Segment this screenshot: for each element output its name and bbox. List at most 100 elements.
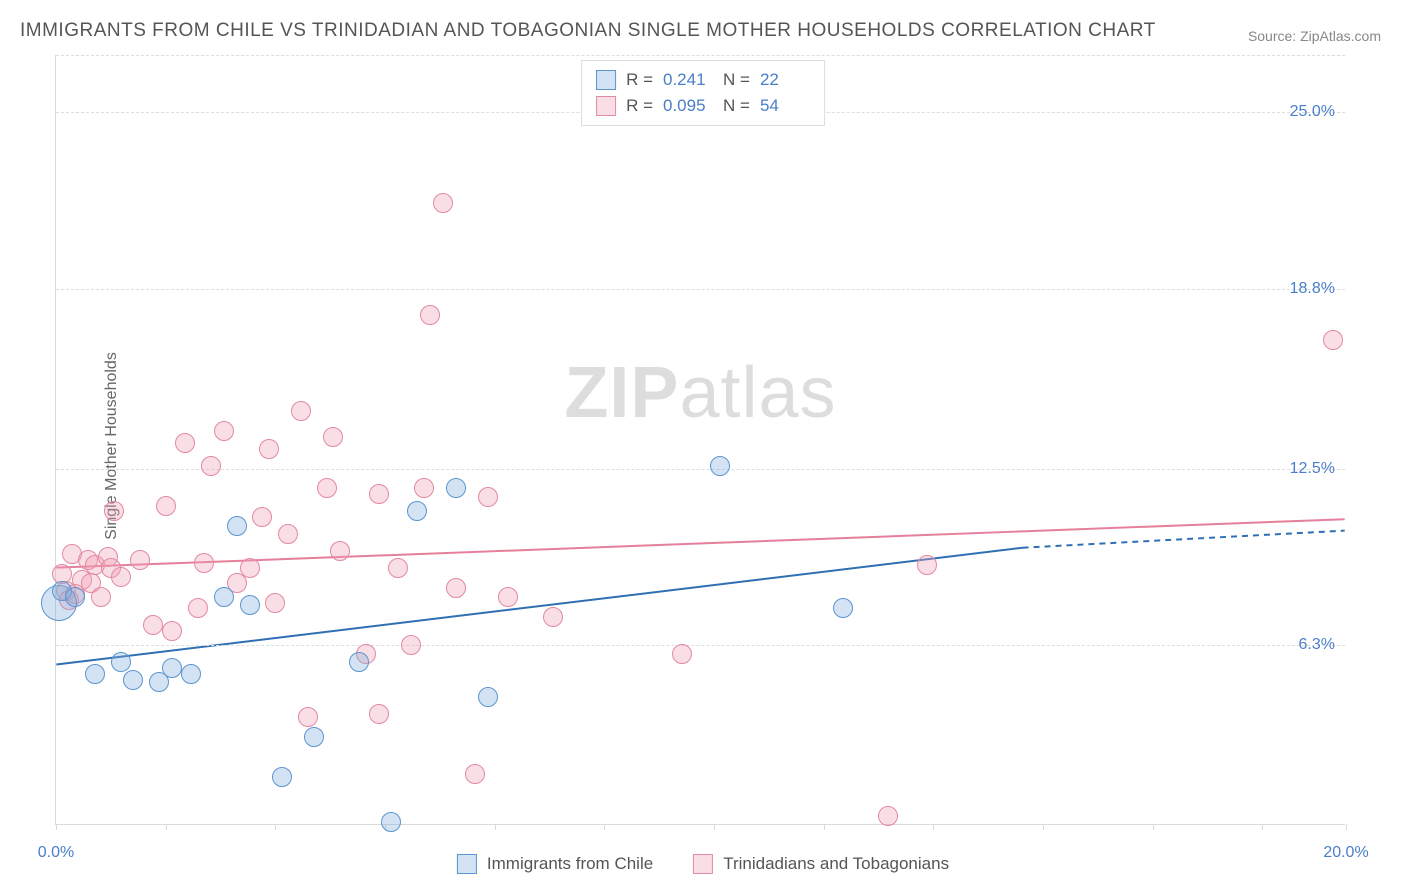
legend-r-label: R =	[626, 93, 653, 119]
scatter-point-trinidad	[917, 555, 937, 575]
series-label-trinidad: Trinidadians and Tobagonians	[723, 854, 949, 874]
legend-r-label: R =	[626, 67, 653, 93]
legend-n-value-trinidad: 54	[760, 93, 810, 119]
chart-container: IMMIGRANTS FROM CHILE VS TRINIDADIAN AND…	[0, 0, 1406, 892]
y-tick-label: 25.0%	[1290, 103, 1335, 121]
scatter-point-chile	[272, 767, 292, 787]
scatter-point-trinidad	[401, 635, 421, 655]
y-tick-label: 18.8%	[1290, 280, 1335, 298]
scatter-point-trinidad	[214, 421, 234, 441]
scatter-point-trinidad	[465, 764, 485, 784]
legend-row-trinidad: R = 0.095 N = 54	[596, 93, 810, 119]
x-tick	[1262, 824, 1263, 830]
scatter-point-chile	[181, 664, 201, 684]
scatter-point-chile	[381, 812, 401, 832]
legend-swatch-trinidad	[596, 96, 616, 116]
x-tick	[56, 824, 57, 830]
scatter-point-trinidad	[194, 553, 214, 573]
gridline	[56, 645, 1345, 646]
x-tick-label-right: 20.0%	[1323, 844, 1368, 862]
scatter-point-chile	[227, 516, 247, 536]
y-tick-label: 12.5%	[1290, 460, 1335, 478]
correlation-legend: R = 0.241 N = 22 R = 0.095 N = 54	[581, 60, 825, 126]
scatter-point-chile	[304, 727, 324, 747]
scatter-point-trinidad	[130, 550, 150, 570]
scatter-point-trinidad	[162, 621, 182, 641]
scatter-point-trinidad	[111, 567, 131, 587]
x-tick	[166, 824, 167, 830]
legend-row-chile: R = 0.241 N = 22	[596, 67, 810, 93]
x-tick	[714, 824, 715, 830]
scatter-point-trinidad	[498, 587, 518, 607]
scatter-point-trinidad	[201, 456, 221, 476]
x-tick	[604, 824, 605, 830]
scatter-point-trinidad	[330, 541, 350, 561]
x-tick	[1153, 824, 1154, 830]
scatter-point-trinidad	[175, 433, 195, 453]
scatter-point-trinidad	[252, 507, 272, 527]
scatter-point-trinidad	[1323, 330, 1343, 350]
scatter-point-trinidad	[104, 501, 124, 521]
scatter-point-chile	[111, 652, 131, 672]
plot-area: ZIPatlas 6.3%12.5%18.8%25.0%0.0%20.0%	[55, 55, 1345, 825]
legend-r-value-trinidad: 0.095	[663, 93, 713, 119]
gridline	[56, 289, 1345, 290]
scatter-point-trinidad	[291, 401, 311, 421]
scatter-point-chile	[214, 587, 234, 607]
watermark-bold: ZIP	[564, 353, 679, 433]
scatter-point-trinidad	[543, 607, 563, 627]
scatter-point-trinidad	[388, 558, 408, 578]
scatter-point-chile	[407, 501, 427, 521]
scatter-point-chile	[710, 456, 730, 476]
scatter-point-chile	[349, 652, 369, 672]
scatter-point-trinidad	[433, 193, 453, 213]
legend-swatch-chile	[596, 70, 616, 90]
scatter-point-chile	[478, 687, 498, 707]
watermark-light: atlas	[679, 353, 836, 433]
legend-n-label: N =	[723, 67, 750, 93]
legend-n-value-chile: 22	[760, 67, 810, 93]
scatter-point-trinidad	[91, 587, 111, 607]
x-tick	[1043, 824, 1044, 830]
scatter-point-trinidad	[265, 593, 285, 613]
scatter-point-chile	[85, 664, 105, 684]
x-tick	[1346, 824, 1347, 830]
scatter-point-trinidad	[298, 707, 318, 727]
x-tick	[275, 824, 276, 830]
legend-swatch-chile-icon	[457, 854, 477, 874]
x-tick	[933, 824, 934, 830]
scatter-point-chile	[123, 670, 143, 690]
trend-lines	[56, 55, 1345, 824]
scatter-point-chile	[446, 478, 466, 498]
scatter-point-trinidad	[369, 704, 389, 724]
scatter-point-trinidad	[369, 484, 389, 504]
scatter-point-trinidad	[240, 558, 260, 578]
chart-title: IMMIGRANTS FROM CHILE VS TRINIDADIAN AND…	[20, 20, 1156, 42]
scatter-point-chile	[162, 658, 182, 678]
legend-swatch-trinidad-icon	[693, 854, 713, 874]
scatter-point-chile	[65, 587, 85, 607]
x-tick-label-left: 0.0%	[38, 844, 74, 862]
source-label: Source: ZipAtlas.com	[1248, 28, 1381, 44]
scatter-point-trinidad	[878, 806, 898, 826]
scatter-point-trinidad	[156, 496, 176, 516]
legend-n-label: N =	[723, 93, 750, 119]
series-legend-trinidad: Trinidadians and Tobagonians	[693, 854, 949, 874]
scatter-point-trinidad	[672, 644, 692, 664]
scatter-point-trinidad	[323, 427, 343, 447]
watermark: ZIPatlas	[564, 352, 836, 434]
series-legend-chile: Immigrants from Chile	[457, 854, 653, 874]
scatter-point-chile	[240, 595, 260, 615]
scatter-point-trinidad	[446, 578, 466, 598]
x-tick	[824, 824, 825, 830]
scatter-point-trinidad	[143, 615, 163, 635]
scatter-point-chile	[833, 598, 853, 618]
gridline	[56, 469, 1345, 470]
scatter-point-trinidad	[278, 524, 298, 544]
x-tick	[495, 824, 496, 830]
series-label-chile: Immigrants from Chile	[487, 854, 653, 874]
gridline	[56, 55, 1345, 56]
scatter-point-trinidad	[478, 487, 498, 507]
legend-r-value-chile: 0.241	[663, 67, 713, 93]
scatter-point-trinidad	[414, 478, 434, 498]
